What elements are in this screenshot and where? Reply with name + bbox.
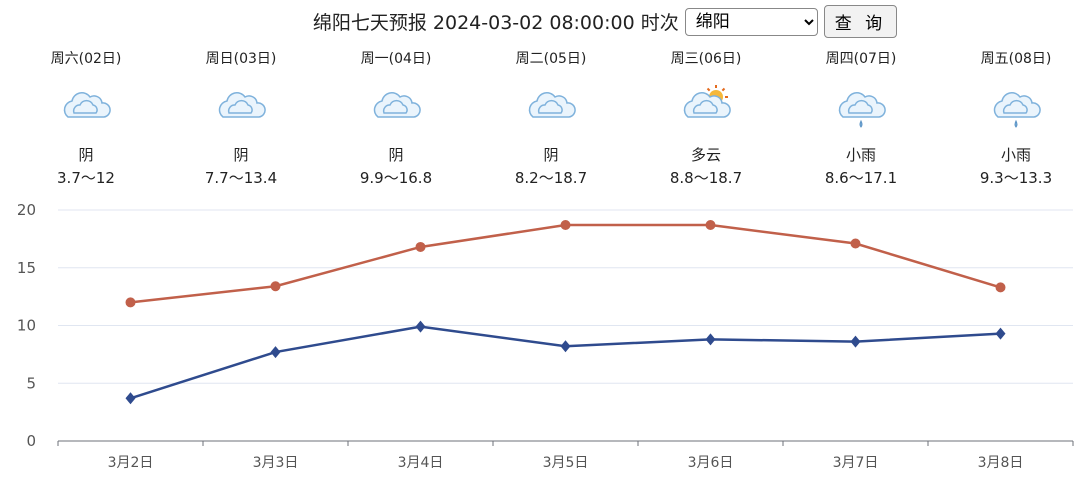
- weather-text: 小雨: [845, 146, 876, 164]
- data-point: [995, 327, 1006, 340]
- series-line: [130, 223, 1001, 304]
- temp-range: 8.6～17.1: [824, 169, 898, 187]
- data-point: [995, 282, 1006, 293]
- data-point: [560, 220, 571, 231]
- temperature-chart: 0 5 10 15 20 3月2日 3月3日 3月4日 3月5日 3月6日 3月7日 3月8日: [17, 201, 1074, 471]
- overcast-icon: [326, 78, 466, 138]
- temp-range: 8.8～18.7: [669, 169, 743, 187]
- weather-text: 阴: [543, 146, 559, 164]
- overcast-icon: [16, 78, 156, 138]
- data-point: [560, 340, 571, 353]
- weather-text: 阴: [388, 146, 404, 164]
- y-tick-label: 10: [17, 317, 36, 335]
- day-name: 周四(07日): [825, 51, 897, 67]
- y-tick-label: 0: [26, 432, 36, 450]
- day-name: 周二(05日): [515, 51, 587, 67]
- temp-range: 7.7～13.4: [204, 169, 278, 187]
- x-tick-label: 3月5日: [543, 455, 589, 471]
- y-tick-label: 5: [26, 374, 36, 392]
- day-forecast: 周四(07日) 小雨 8.6～17.1: [791, 48, 931, 188]
- x-tick-label: 3月2日: [108, 455, 154, 471]
- partly-cloudy-icon: [636, 78, 776, 138]
- day-forecast: 周六(02日) 阴 3.7～12: [16, 48, 156, 188]
- data-point: [705, 333, 716, 346]
- page-title: 绵阳七天预报 2024-03-02 08:00:00 时次: [312, 12, 679, 34]
- temp-range: 3.7～12: [57, 169, 115, 187]
- day-name: 周三(06日): [670, 51, 742, 67]
- day-name: 周五(08日): [980, 51, 1052, 67]
- overcast-icon: [171, 78, 311, 138]
- y-tick-label: 15: [17, 259, 36, 277]
- weather-text: 阴: [78, 146, 94, 164]
- data-point: [415, 241, 426, 252]
- weather-text: 多云: [690, 146, 721, 164]
- data-point: [270, 281, 281, 292]
- day-forecast: 周二(05日) 阴 8.2～18.7: [481, 48, 621, 188]
- temp-range: 9.9～16.8: [359, 169, 433, 187]
- day-name: 周一(04日): [360, 51, 432, 67]
- header: 绵阳七天预报 2024-03-02 08:00:00 时次 绵阳 查 询: [0, 5, 1080, 38]
- data-point: [125, 297, 136, 308]
- city-select[interactable]: 绵阳: [684, 7, 818, 36]
- day-forecast: 周日(03日) 阴 7.7～13.4: [171, 48, 311, 188]
- x-tick-label: 3月7日: [833, 455, 879, 471]
- light-rain-icon: [946, 78, 1080, 138]
- day-forecast: 周三(06日) 多云 8.8～18.7: [636, 48, 776, 188]
- light-rain-icon: [791, 78, 931, 138]
- weather-text: 小雨: [1000, 146, 1031, 164]
- data-point: [850, 335, 861, 348]
- temp-range: 8.2～18.7: [514, 169, 588, 187]
- temp-range: 9.3～13.3: [979, 169, 1053, 187]
- y-tick-label: 20: [17, 201, 36, 219]
- x-tick-label: 3月8日: [978, 455, 1024, 471]
- overcast-icon: [481, 78, 621, 138]
- series-line: [130, 325, 1001, 400]
- query-button[interactable]: 查 询: [823, 5, 898, 38]
- data-point: [850, 238, 861, 249]
- x-tick-label: 3月4日: [398, 455, 444, 471]
- x-tick-label: 3月6日: [688, 455, 734, 471]
- day-forecast: 周五(08日) 小雨 9.3～13.3: [946, 48, 1080, 188]
- data-point: [125, 392, 136, 405]
- data-point: [415, 320, 426, 333]
- day-forecast: 周一(04日) 阴 9.9～16.8: [326, 48, 466, 188]
- data-point: [705, 220, 716, 231]
- weather-text: 阴: [233, 146, 249, 164]
- day-name: 周日(03日): [205, 51, 277, 67]
- day-name: 周六(02日): [50, 51, 122, 67]
- x-tick-label: 3月3日: [253, 455, 299, 471]
- data-point: [270, 346, 281, 359]
